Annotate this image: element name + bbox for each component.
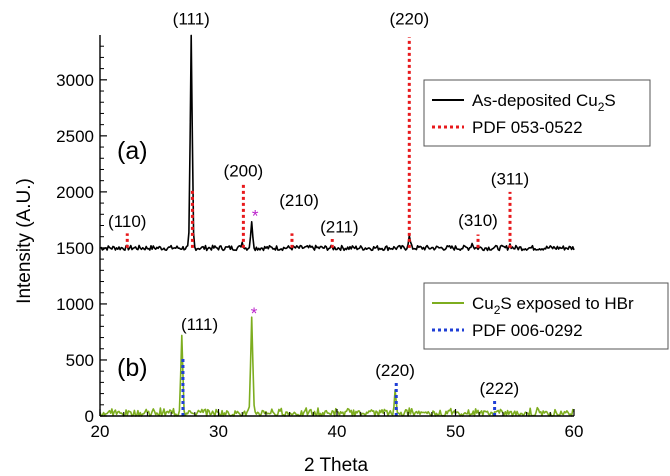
peak-label-0-4: (211): [320, 218, 358, 237]
legend-entry-1: PDF 006-0292: [472, 321, 583, 340]
peak-label-1-0: (111): [181, 315, 218, 334]
peak-label-0-3: (210): [279, 191, 319, 210]
panel-label-b: (b): [117, 354, 148, 382]
peak-label-0-0: (110): [108, 212, 146, 231]
peak-label-0-2: (200): [224, 162, 264, 181]
impurity-star-0-0: *: [252, 206, 259, 225]
legend-entry-1: PDF 053-0522: [472, 118, 583, 137]
y-tick-label-2500: 2500: [56, 127, 94, 146]
y-tick-label-500: 500: [66, 351, 94, 370]
legend-entry-0: Cu2S exposed to HBr: [472, 294, 634, 317]
x-tick-label-30: 30: [209, 422, 228, 441]
plot-layer: (110) (111) (200) (210)(211) (220) (310) (311)…: [99, 9, 669, 417]
x-tick-label-60: 60: [565, 422, 584, 441]
x-tick-label-20: 20: [91, 422, 110, 441]
y-tick-label-3000: 3000: [56, 71, 94, 90]
legend-b: Cu2S exposed to HBr PDF 006-0292: [423, 282, 669, 350]
y-tick-label-1000: 1000: [56, 295, 94, 314]
legend-frame: [423, 282, 669, 350]
x-tick-label-50: 50: [446, 422, 465, 441]
panel-label-a: (a): [117, 137, 148, 165]
x-axis-title: 2 Theta: [304, 455, 369, 476]
impurity-star-1-0: *: [251, 304, 258, 323]
legend-entry-0: As-deposited Cu2S: [472, 91, 616, 114]
peak-label-0-5: (220): [389, 9, 429, 28]
legend-frame: [423, 79, 651, 147]
peak-label-0-6: (310): [458, 211, 498, 230]
peak-label-1-2: (222): [480, 379, 520, 398]
axes-layer: 20 30 40 50 60 0 500 1000 1500 2000 2500 3000: [56, 35, 583, 441]
y-axis-title: Intensity (A.U.): [14, 178, 35, 304]
y-tick-label-1500: 1500: [56, 239, 94, 258]
peak-label-0-7: (311): [491, 170, 529, 189]
legend-a: As-deposited Cu2S PDF 053-0522: [423, 79, 651, 147]
y-tick-label-0: 0: [85, 407, 94, 426]
y-tick-label-2000: 2000: [56, 183, 94, 202]
x-tick-label-40: 40: [328, 422, 347, 441]
peak-label-0-1: (111): [173, 9, 210, 28]
as-deposited-pattern: [99, 34, 575, 252]
peak-label-1-1: (220): [375, 361, 415, 380]
